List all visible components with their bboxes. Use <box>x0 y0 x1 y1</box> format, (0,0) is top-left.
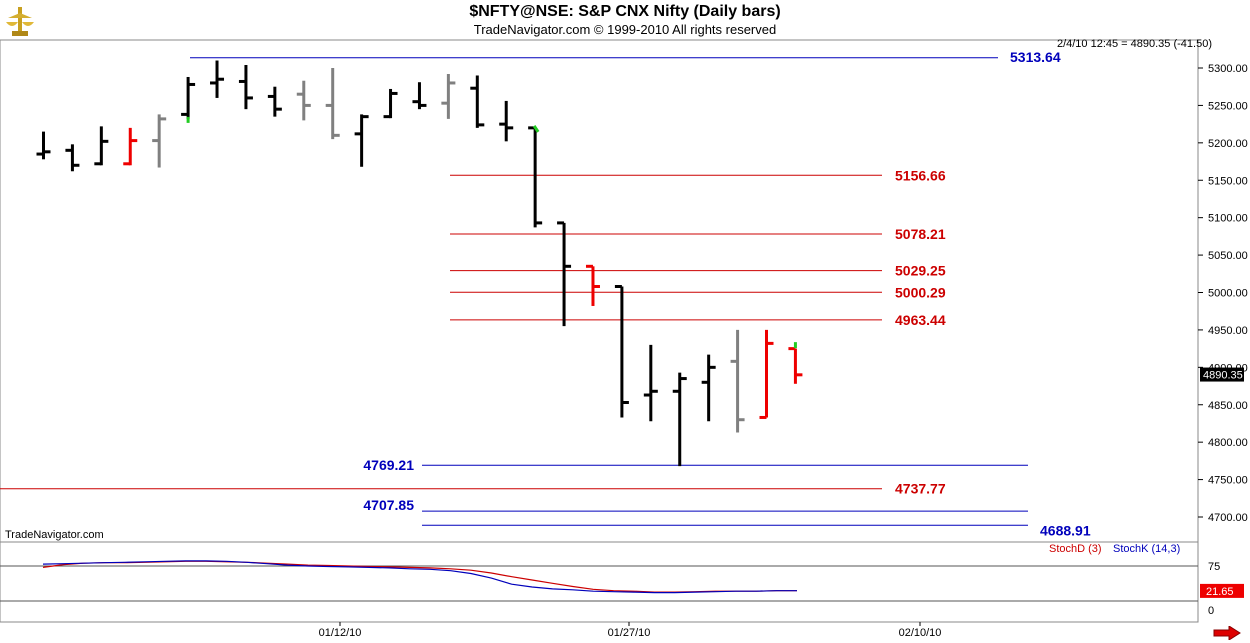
stoch-value-tag <box>1200 583 1244 598</box>
level-label: 4769.21 <box>363 457 414 473</box>
ohlc-bar <box>643 344 658 422</box>
last-price-readout: 2/4/10 12:45 = 4890.35 (-41.50) <box>1056 38 1212 50</box>
copyright-notice: TradeNavigator.com © 1999-2010 All right… <box>473 22 777 37</box>
price-axis-label: 4950.00 <box>1208 325 1248 337</box>
ohlc-bar <box>557 221 572 327</box>
trade-navigator-logo-icon <box>6 7 34 36</box>
price-axis-label: 5100.00 <box>1208 213 1248 225</box>
price-axis-label: 5000.00 <box>1208 288 1248 300</box>
stoch-axis-label: 75 <box>1208 561 1220 573</box>
ohlc-bar <box>210 60 225 98</box>
ohlc-bar <box>238 65 253 110</box>
ohlc-bar <box>441 73 456 119</box>
date-axis-label: 01/12/10 <box>319 627 362 639</box>
scroll-right-arrow-icon[interactable] <box>1213 626 1241 640</box>
ohlc-bar <box>470 75 485 128</box>
stoch-series-line <box>42 560 797 594</box>
price-bars <box>36 60 803 467</box>
ohlc-bar <box>123 127 138 166</box>
ohlc-bar <box>614 285 629 418</box>
level-label: 5156.66 <box>895 167 946 183</box>
ohlc-bar <box>267 86 282 117</box>
ohlc-bar <box>730 329 745 433</box>
stoch-axis-label: 0 <box>1208 605 1214 617</box>
level-label: 4737.77 <box>895 481 946 497</box>
level-label: 5000.29 <box>895 284 946 300</box>
price-axis-label: 4800.00 <box>1208 437 1248 449</box>
price-axis-label: 5150.00 <box>1208 175 1248 187</box>
ohlc-bar <box>788 347 803 384</box>
last-price-tag-label: 4890.35 <box>1203 370 1243 382</box>
ohlc-bar <box>36 131 51 160</box>
ohlc-bar <box>383 88 398 119</box>
indicator-plot-border <box>0 541 1199 623</box>
watermark: TradeNavigator.com <box>5 529 104 541</box>
ohlc-bar <box>499 100 514 142</box>
ohlc-bar <box>701 354 716 422</box>
ohlc-bar <box>152 114 167 168</box>
ohlc-bar <box>296 80 311 121</box>
ohlc-bar <box>672 372 687 467</box>
main-plot-border <box>0 39 1199 543</box>
ohlc-bar <box>412 82 427 110</box>
price-axis-label: 4700.00 <box>1208 512 1248 524</box>
level-label: 4707.85 <box>363 497 414 513</box>
pivot-marker <box>532 125 540 133</box>
ohlc-bar <box>181 76 196 119</box>
level-label: 5313.64 <box>1010 49 1061 65</box>
stochd-legend: StochD (3) <box>1049 543 1102 555</box>
last-price-tag <box>1200 367 1244 382</box>
price-axis-label: 4850.00 <box>1208 400 1248 412</box>
date-axis-label: 01/27/10 <box>608 627 651 639</box>
price-axis-label: 5250.00 <box>1208 100 1248 112</box>
stochastic-panel: 75 0 21.65 <box>0 560 1244 617</box>
price-axis-label: 4750.00 <box>1208 475 1248 487</box>
ohlc-bar <box>759 329 774 419</box>
date-axis-label: 02/10/10 <box>899 627 942 639</box>
stoch-value-tag-label: 21.65 <box>1206 586 1234 598</box>
level-label: 4688.91 <box>1040 522 1091 538</box>
ohlc-bar <box>325 68 340 140</box>
level-label: 4963.44 <box>895 312 946 328</box>
price-axis: 4700.004750.004800.004850.004900.004950.… <box>1198 63 1248 524</box>
date-axis: 01/12/10 01/27/10 02/10/10 <box>319 622 942 639</box>
level-label: 5078.21 <box>895 226 946 242</box>
price-axis-label: 5300.00 <box>1208 63 1248 75</box>
chart-title: $NFTY@NSE: S&P CNX Nifty (Daily bars) <box>469 3 781 20</box>
support-resistance-levels: 5313.64 5156.66 5078.21 5029.25 5000.29 4963.… <box>0 49 1091 538</box>
stochk-legend: StochK (14,3) <box>1113 543 1181 555</box>
price-axis-label: 5200.00 <box>1208 138 1248 150</box>
ohlc-bar <box>94 126 109 166</box>
ohlc-bar <box>585 264 600 306</box>
price-axis-label: 5050.00 <box>1208 250 1248 262</box>
ohlc-bar <box>65 144 80 172</box>
ohlc-bar <box>354 114 369 167</box>
level-label: 5029.25 <box>895 263 946 279</box>
